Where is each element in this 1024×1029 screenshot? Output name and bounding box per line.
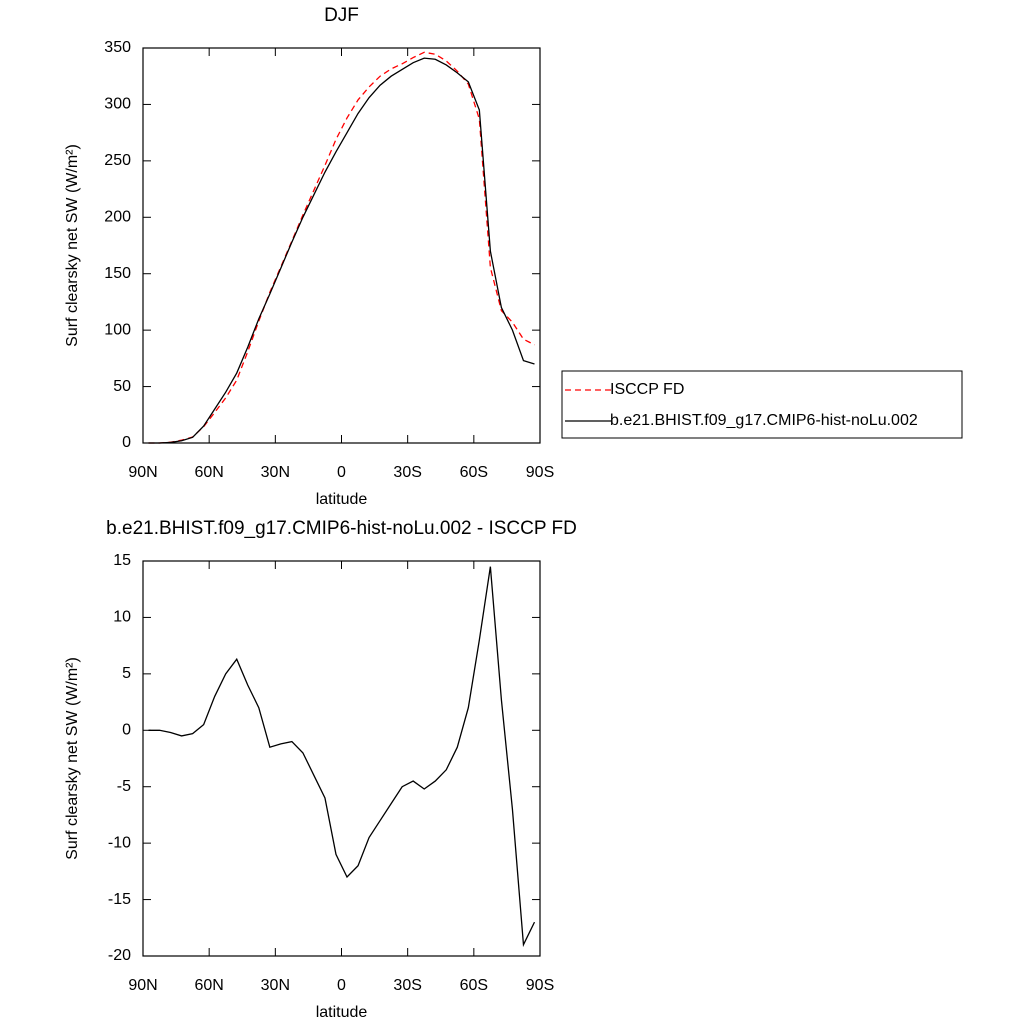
y-tick-label: 15 xyxy=(113,552,131,569)
y-tick-label: -10 xyxy=(108,834,131,851)
y-tick-label: 0 xyxy=(122,434,131,451)
x-tick-label: 60N xyxy=(194,977,223,994)
x-tick-label: 90N xyxy=(128,464,157,481)
x-tick-label: 30N xyxy=(261,464,290,481)
y-tick-label: 150 xyxy=(104,265,131,282)
chart-title: b.e21.BHIST.f09_g17.CMIP6-hist-noLu.002 … xyxy=(106,518,577,539)
y-tick-label: 300 xyxy=(104,96,131,113)
plot-frame xyxy=(142,47,541,444)
y-tick-label: 0 xyxy=(122,722,131,739)
x-tick-label: 90N xyxy=(128,977,157,994)
y-tick-label: -15 xyxy=(108,891,131,908)
y-tick-label: 350 xyxy=(104,39,131,56)
y-tick-label: -5 xyxy=(117,778,131,795)
x-tick-label: 60S xyxy=(460,464,488,481)
x-tick-label: 0 xyxy=(337,464,346,481)
x-tick-label: 30S xyxy=(393,464,421,481)
x-tick-label: 30N xyxy=(261,977,290,994)
plot-frame xyxy=(142,560,541,957)
x-tick-label: 90S xyxy=(526,977,554,994)
y-tick-label: -20 xyxy=(108,947,131,964)
legend-label: ISCCP FD xyxy=(610,381,684,398)
y-axis-label: Surf clearsky net SW (W/m²) xyxy=(64,657,81,860)
x-tick-label: 0 xyxy=(337,977,346,994)
y-tick-label: 50 xyxy=(113,378,131,395)
x-tick-label: 60S xyxy=(460,977,488,994)
y-axis-label: Surf clearsky net SW (W/m²) xyxy=(64,144,81,347)
x-axis-label: latitude xyxy=(316,1004,368,1021)
x-tick-label: 90S xyxy=(526,464,554,481)
data-line xyxy=(148,51,535,444)
data-line xyxy=(148,566,536,948)
legend-label: b.e21.BHIST.f09_g17.CMIP6-hist-noLu.002 xyxy=(610,412,918,429)
y-tick-label: 100 xyxy=(104,321,131,338)
data-line xyxy=(148,57,535,444)
x-axis-label: latitude xyxy=(316,491,368,508)
y-tick-label: 250 xyxy=(104,152,131,169)
y-tick-label: 200 xyxy=(104,209,131,226)
y-tick-label: 5 xyxy=(122,665,131,682)
x-tick-label: 60N xyxy=(194,464,223,481)
legend-box xyxy=(561,370,963,439)
chart-title: DJF xyxy=(324,5,359,26)
x-tick-label: 30S xyxy=(393,977,421,994)
y-tick-label: 10 xyxy=(113,609,131,626)
